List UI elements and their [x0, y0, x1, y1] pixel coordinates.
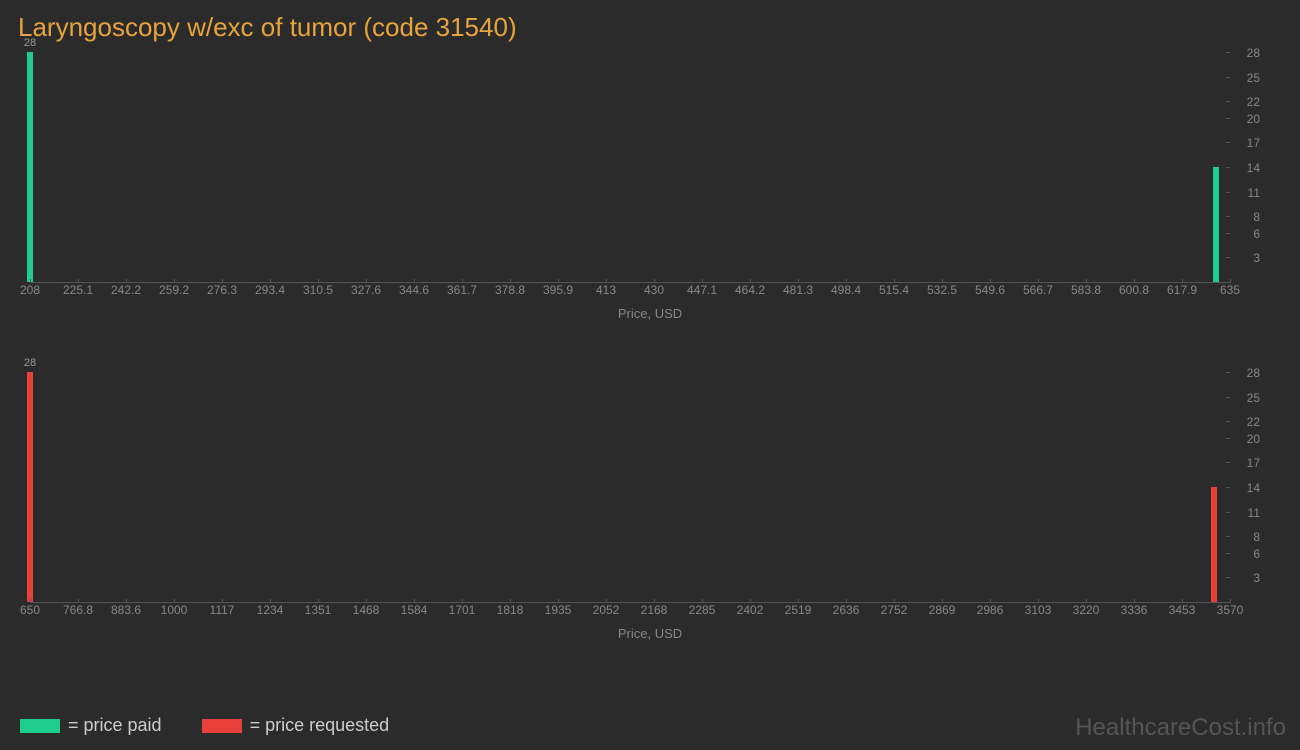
chart-price-requested: 28650766.8883.61000111712341351146815841…: [20, 373, 1280, 643]
y-tick-label: 22: [1247, 415, 1260, 429]
x-tick-label: 242.2: [111, 283, 141, 297]
legend-item: = price requested: [202, 715, 390, 736]
legend: = price paid = price requested: [20, 715, 389, 736]
bar-value-label: 28: [24, 357, 36, 369]
legend-label: = price requested: [250, 715, 390, 736]
x-tick-label: 208: [20, 283, 40, 297]
y-tick-label: 17: [1247, 456, 1260, 470]
x-tick-label: 498.4: [831, 283, 861, 297]
x-tick-label: 515.4: [879, 283, 909, 297]
x-tick-label: 650: [20, 603, 40, 617]
x-tick-label: 617.9: [1167, 283, 1197, 297]
y-tick-label: 3: [1253, 251, 1260, 265]
legend-swatch: [202, 719, 242, 733]
y-axis-ticks: 36811141720222528: [1230, 373, 1260, 603]
x-tick-label: 2285: [689, 603, 716, 617]
y-tick-label: 6: [1253, 227, 1260, 241]
x-tick-label: 1000: [161, 603, 188, 617]
y-tick-label: 8: [1253, 210, 1260, 224]
x-tick-label: 344.6: [399, 283, 429, 297]
x-tick-label: 1818: [497, 603, 524, 617]
x-tick-label: 2402: [737, 603, 764, 617]
x-tick-label: 481.3: [783, 283, 813, 297]
x-tick-label: 2052: [593, 603, 620, 617]
x-tick-label: 3570: [1217, 603, 1244, 617]
y-tick-label: 28: [1247, 46, 1260, 60]
x-tick-label: 293.4: [255, 283, 285, 297]
x-tick-label: 1935: [545, 603, 572, 617]
watermark: HealthcareCost.info: [1075, 714, 1286, 742]
x-tick-label: 2519: [785, 603, 812, 617]
x-tick-label: 1701: [449, 603, 476, 617]
x-tick-label: 2636: [833, 603, 860, 617]
bar: [27, 52, 33, 282]
y-tick-label: 20: [1247, 432, 1260, 446]
x-tick-label: 566.7: [1023, 283, 1053, 297]
x-tick-label: 395.9: [543, 283, 573, 297]
x-tick-label: 3336: [1121, 603, 1148, 617]
y-tick-label: 11: [1248, 186, 1260, 200]
bar: [1213, 167, 1219, 282]
x-tick-label: 413: [596, 283, 616, 297]
y-tick-label: 6: [1253, 547, 1260, 561]
x-axis-label: Price, USD: [618, 626, 682, 641]
x-tick-label: 635: [1220, 283, 1240, 297]
x-tick-label: 2986: [977, 603, 1004, 617]
plot-area: 28: [30, 53, 1230, 283]
x-tick-label: 3220: [1073, 603, 1100, 617]
x-tick-label: 549.6: [975, 283, 1005, 297]
x-tick-label: 3103: [1025, 603, 1052, 617]
x-tick-label: 3453: [1169, 603, 1196, 617]
x-axis-ticks: 650766.8883.6100011171234135114681584170…: [30, 603, 1230, 621]
legend-item: = price paid: [20, 715, 162, 736]
legend-label: = price paid: [68, 715, 162, 736]
x-tick-label: 276.3: [207, 283, 237, 297]
x-tick-label: 2869: [929, 603, 956, 617]
x-tick-label: 310.5: [303, 283, 333, 297]
bar: [27, 372, 33, 602]
y-tick-label: 11: [1248, 506, 1260, 520]
x-axis-label: Price, USD: [618, 306, 682, 321]
y-tick-label: 17: [1247, 136, 1260, 150]
bar-value-label: 28: [24, 37, 36, 49]
x-tick-label: 225.1: [63, 283, 93, 297]
y-axis-ticks: 36811141720222528: [1230, 53, 1260, 283]
x-tick-label: 2752: [881, 603, 908, 617]
chart-title: Laryngoscopy w/exc of tumor (code 31540): [0, 0, 1300, 43]
y-tick-label: 28: [1247, 366, 1260, 380]
y-tick-label: 14: [1247, 161, 1260, 175]
x-tick-label: 1351: [305, 603, 332, 617]
x-tick-label: 1234: [257, 603, 284, 617]
x-tick-label: 600.8: [1119, 283, 1149, 297]
x-tick-label: 883.6: [111, 603, 141, 617]
bar: [1211, 487, 1217, 602]
y-tick-label: 25: [1247, 71, 1260, 85]
chart-price-paid: 28208225.1242.2259.2276.3293.4310.5327.6…: [20, 53, 1280, 323]
x-tick-label: 361.7: [447, 283, 477, 297]
y-tick-label: 14: [1247, 481, 1260, 495]
legend-swatch: [20, 719, 60, 733]
y-tick-label: 22: [1247, 95, 1260, 109]
y-tick-label: 25: [1247, 391, 1260, 405]
x-tick-label: 430: [644, 283, 664, 297]
charts-wrapper: 28208225.1242.2259.2276.3293.4310.5327.6…: [20, 53, 1280, 643]
y-tick-label: 8: [1253, 530, 1260, 544]
x-tick-label: 1584: [401, 603, 428, 617]
x-tick-label: 447.1: [687, 283, 717, 297]
x-tick-label: 327.6: [351, 283, 381, 297]
x-tick-label: 464.2: [735, 283, 765, 297]
y-tick-label: 3: [1253, 571, 1260, 585]
x-tick-label: 532.5: [927, 283, 957, 297]
x-tick-label: 2168: [641, 603, 668, 617]
x-tick-label: 766.8: [63, 603, 93, 617]
x-tick-label: 378.8: [495, 283, 525, 297]
x-tick-label: 1117: [210, 603, 235, 617]
plot-area: 28: [30, 373, 1230, 603]
x-tick-label: 583.8: [1071, 283, 1101, 297]
x-tick-label: 259.2: [159, 283, 189, 297]
x-tick-label: 1468: [353, 603, 380, 617]
x-axis-ticks: 208225.1242.2259.2276.3293.4310.5327.634…: [30, 283, 1230, 301]
y-tick-label: 20: [1247, 112, 1260, 126]
